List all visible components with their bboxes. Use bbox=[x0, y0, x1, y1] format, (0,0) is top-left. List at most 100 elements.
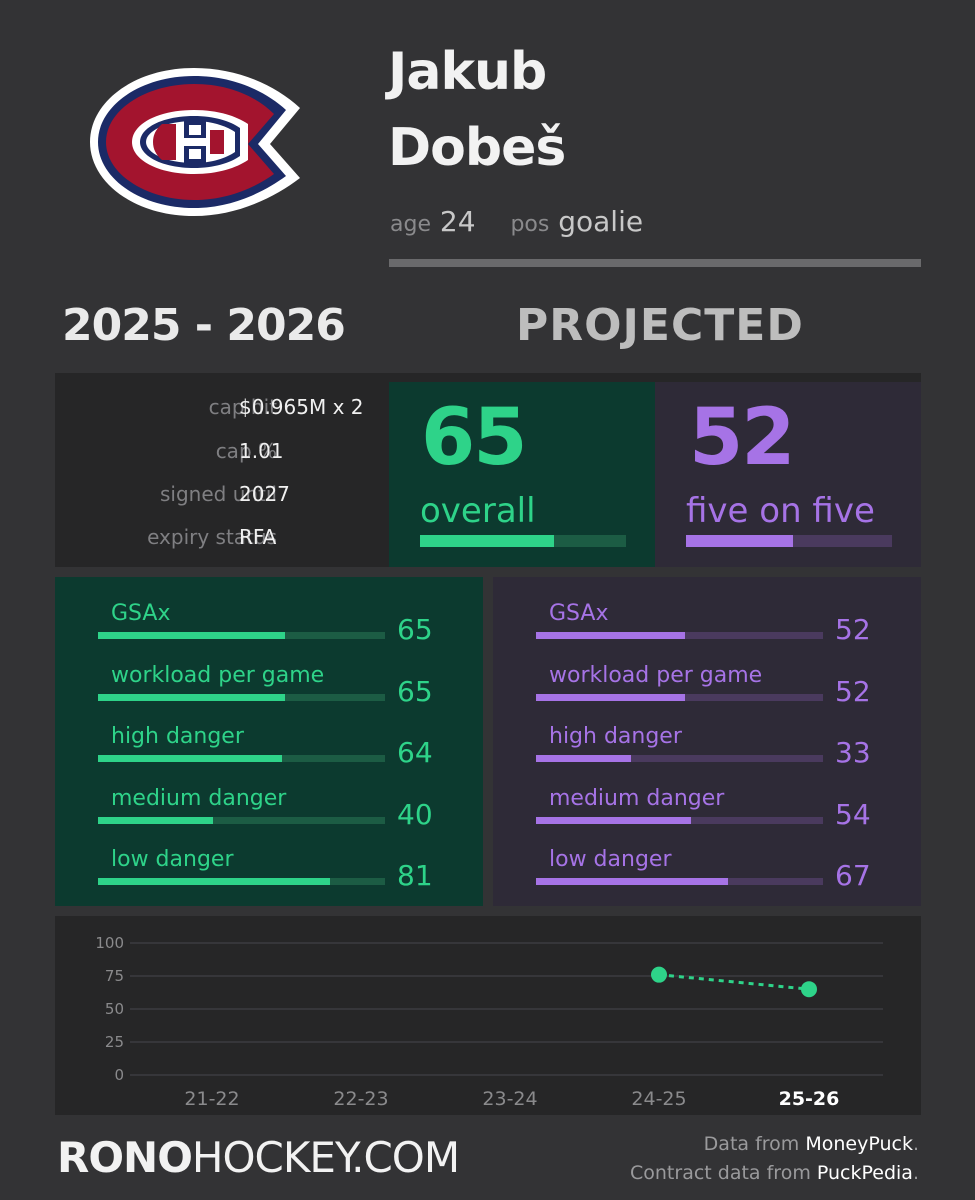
stat-row: high danger 33 bbox=[493, 704, 921, 769]
brand-rest: HOCKEY.COM bbox=[191, 1133, 460, 1182]
stat-label: medium danger bbox=[111, 785, 287, 811]
contract-label: cap % bbox=[215, 439, 277, 463]
source-suffix: . bbox=[912, 1133, 919, 1155]
stat-row: GSAx 52 bbox=[493, 581, 921, 646]
chart-y-tick-label: 100 bbox=[95, 934, 124, 952]
pos-label: pos bbox=[510, 212, 550, 237]
brand-bold: RONO bbox=[57, 1133, 193, 1182]
stat-bar-fill bbox=[536, 755, 631, 762]
stat-bar-fill bbox=[536, 632, 686, 639]
stat-bar bbox=[536, 755, 823, 762]
source-prefix: Contract data from bbox=[630, 1162, 817, 1184]
chart-x-tick-label: 21-22 bbox=[184, 1088, 239, 1110]
stat-label: workload per game bbox=[549, 662, 763, 688]
stat-bar bbox=[536, 816, 823, 824]
overall-stats-panel: GSAx 65 workload per game 65 high danger 64 me… bbox=[55, 577, 483, 906]
stat-row: medium danger 54 bbox=[493, 766, 921, 831]
chart-y-tick-label: 25 bbox=[105, 1033, 124, 1051]
stat-value: 40 bbox=[397, 797, 433, 831]
stat-value: 64 bbox=[397, 736, 433, 769]
chart-x-tick-label: 25-26 bbox=[779, 1088, 840, 1110]
stat-row: medium danger 40 bbox=[55, 766, 483, 831]
source-prefix: Data from bbox=[703, 1133, 806, 1155]
stat-value: 52 bbox=[835, 674, 871, 708]
stat-row: workload per game 52 bbox=[493, 643, 921, 708]
overall-rating-bar bbox=[420, 535, 626, 547]
stat-bar bbox=[536, 693, 823, 701]
contract-row-signed-until: signed until 2027 bbox=[55, 482, 389, 512]
stat-label: low danger bbox=[549, 847, 672, 872]
contract-value: $0.965M x 2 bbox=[239, 395, 364, 419]
overall-rating-box: 65 overall bbox=[389, 373, 655, 567]
position-value: goalie bbox=[558, 205, 644, 238]
contract-value: RFA bbox=[239, 525, 277, 549]
stat-label: workload per game bbox=[111, 662, 325, 688]
chart-data-point bbox=[801, 981, 817, 998]
stat-value: 33 bbox=[835, 736, 871, 769]
stat-bar-fill bbox=[536, 816, 691, 824]
overall-rating-bar-fill bbox=[420, 535, 554, 547]
contract-row-expiry-status: expiry status RFA bbox=[55, 525, 389, 555]
stat-row: high danger 64 bbox=[55, 704, 483, 769]
five-on-five-rating-bar-fill bbox=[686, 535, 794, 547]
stat-label: high danger bbox=[549, 724, 682, 749]
projected-heading: PROJECTED bbox=[516, 300, 804, 351]
stat-bar bbox=[536, 878, 823, 885]
ratings-top-strip bbox=[389, 373, 921, 382]
chart-series-line bbox=[658, 973, 810, 991]
contract-value: 1.01 bbox=[239, 439, 284, 463]
stat-bar bbox=[98, 693, 385, 701]
stat-value: 81 bbox=[397, 859, 433, 892]
contract-label: expiry status bbox=[147, 525, 277, 549]
five-on-five-rating-value: 52 bbox=[689, 393, 796, 483]
chart-y-tick-label: 0 bbox=[114, 1066, 124, 1084]
stat-bar-fill bbox=[98, 878, 331, 885]
chart-x-tick-label: 23-24 bbox=[482, 1088, 537, 1110]
chart-y-tick-label: 75 bbox=[105, 967, 124, 985]
age-label: age bbox=[390, 212, 431, 237]
data-source-credit: Data from MoneyPuck. bbox=[704, 1133, 919, 1155]
contract-row-cap-hit: cap hit $0.965M x 2 bbox=[55, 395, 389, 425]
stat-bar bbox=[98, 878, 385, 885]
stat-bar-fill bbox=[98, 693, 285, 701]
stat-bar-fill bbox=[98, 816, 213, 824]
stat-value: 54 bbox=[835, 797, 871, 831]
age-value: 24 bbox=[439, 205, 476, 238]
stat-label: high danger bbox=[111, 724, 244, 749]
five-on-five-stats-panel: GSAx 52 workload per game 52 high danger 33 me… bbox=[493, 577, 921, 906]
chart-x-tick-label: 24-25 bbox=[631, 1088, 686, 1110]
contract-box: cap hit $0.965M x 2 cap % 1.01 signed un… bbox=[55, 373, 389, 567]
five-on-five-rating-bar bbox=[686, 535, 892, 547]
stat-bar-fill bbox=[536, 693, 686, 701]
stat-bar bbox=[98, 632, 385, 639]
stat-bar-fill bbox=[536, 878, 729, 885]
contract-row-cap-pct: cap % 1.01 bbox=[55, 439, 389, 469]
source-name: PuckPedia bbox=[816, 1162, 913, 1184]
contract-source-credit: Contract data from PuckPedia. bbox=[630, 1162, 919, 1184]
stat-value: 52 bbox=[835, 613, 871, 646]
season-heading: 2025 - 2026 bbox=[62, 300, 346, 351]
rating-history-chart: 0 25 50 75 100 21-22 22-23 23-24 24-25 25-26 bbox=[55, 916, 921, 1115]
stat-row: low danger 67 bbox=[493, 827, 921, 892]
contract-label: signed until bbox=[159, 482, 277, 506]
stat-row: workload per game 65 bbox=[55, 643, 483, 708]
five-on-five-rating-label: five on five bbox=[686, 491, 875, 531]
overall-rating-label: overall bbox=[420, 491, 536, 531]
stat-value: 65 bbox=[397, 674, 433, 708]
chart-y-tick-label: 50 bbox=[105, 1000, 124, 1018]
stat-label: GSAx bbox=[111, 601, 171, 626]
stat-bar bbox=[98, 755, 385, 762]
overall-rating-value: 65 bbox=[421, 393, 528, 483]
player-first-name: Jakub bbox=[388, 42, 547, 102]
stat-bar-fill bbox=[98, 755, 282, 762]
stat-bar bbox=[98, 816, 385, 824]
header-divider bbox=[389, 259, 921, 267]
stat-value: 67 bbox=[835, 859, 871, 892]
stat-label: medium danger bbox=[549, 785, 725, 811]
stat-bar bbox=[536, 632, 823, 639]
source-name: MoneyPuck bbox=[805, 1133, 913, 1155]
chart-x-tick-label: 22-23 bbox=[333, 1088, 388, 1110]
stat-row: low danger 81 bbox=[55, 827, 483, 892]
contract-value: 2027 bbox=[239, 482, 290, 506]
stat-label: GSAx bbox=[549, 601, 609, 626]
